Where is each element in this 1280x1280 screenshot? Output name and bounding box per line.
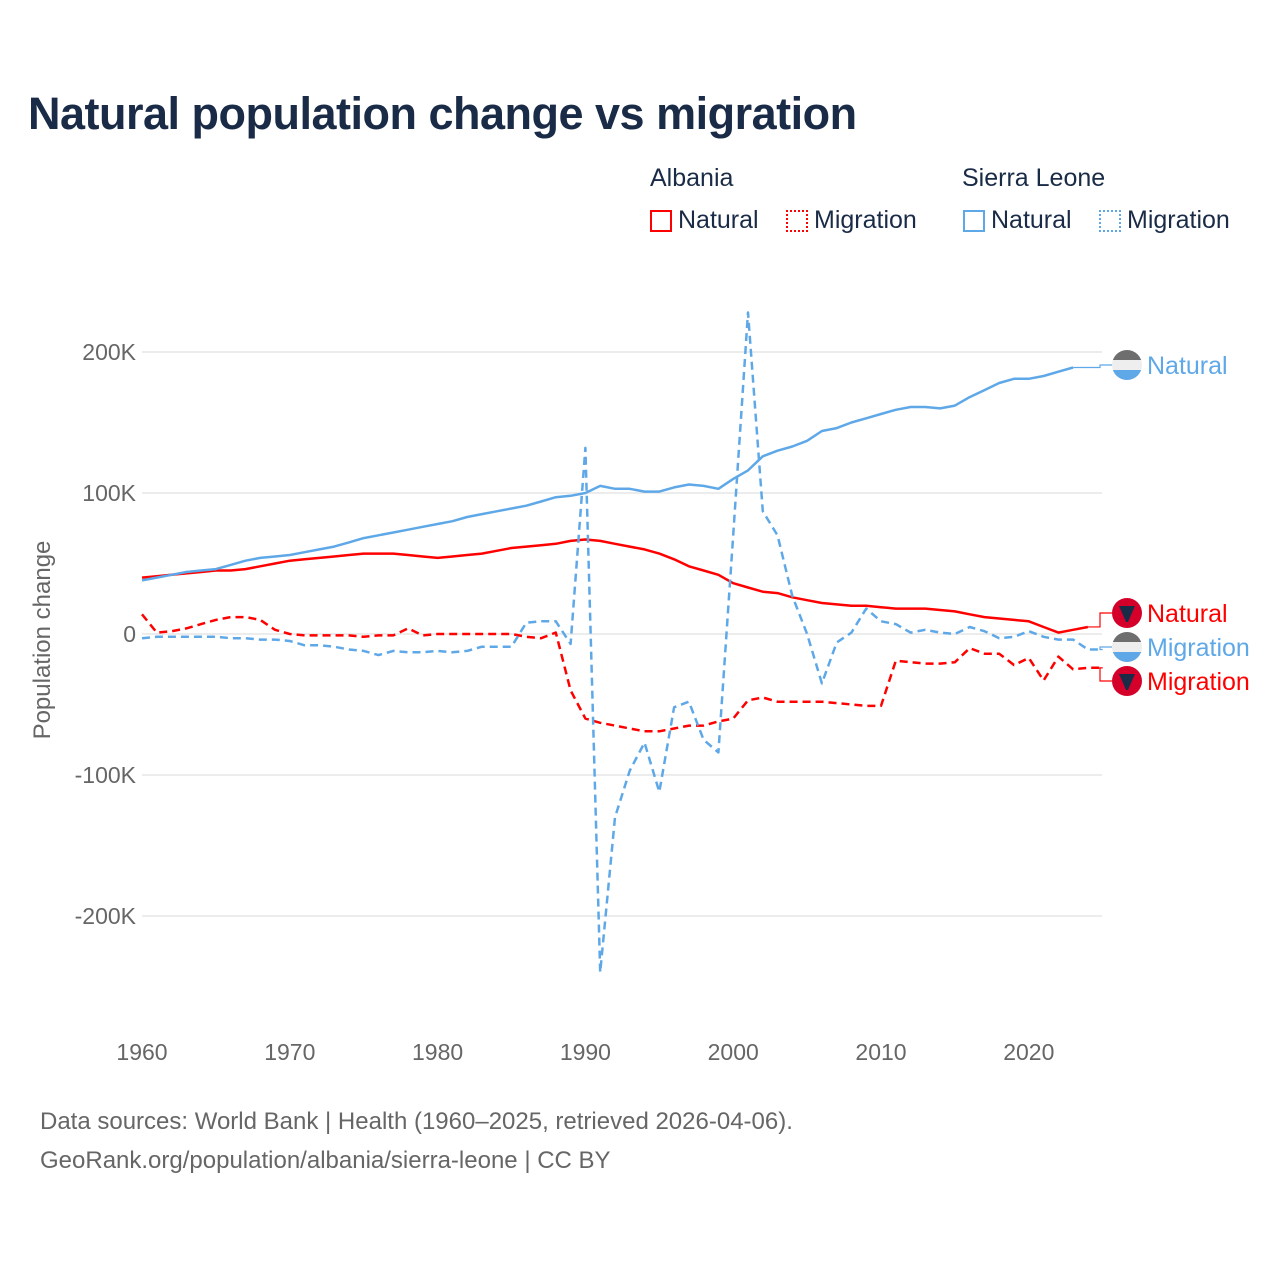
series-line-albania-migration [141, 613, 1103, 733]
chart-title: Natural population change vs migration [28, 88, 857, 139]
legend-swatch-dotted [786, 209, 808, 232]
series-line-sierra-leone-natural [141, 366, 1074, 582]
footer-attribution[interactable]: GeoRank.org/population/albania/sierra-le… [40, 1147, 611, 1174]
legend-sierra-migration[interactable]: Migration [1099, 206, 1230, 235]
x-tick-label: 1980 [412, 1039, 463, 1065]
y-tick-label: 0 [123, 621, 136, 647]
flag-stripe [1112, 360, 1142, 370]
flag-stripe [1112, 642, 1142, 652]
albania-flag-icon [1112, 598, 1142, 628]
x-tick-label: 2010 [855, 1039, 906, 1065]
x-tick-label: 2020 [1003, 1039, 1054, 1065]
y-axis-label: Population change [29, 541, 56, 740]
label-connector [1087, 612, 1112, 628]
sierra-leone-flag-icon [1112, 350, 1142, 380]
y-tick-label: -200K [75, 903, 137, 929]
label-connector [1099, 646, 1112, 651]
legend-label: Migration [814, 206, 917, 234]
y-tick-label: -100K [75, 762, 137, 788]
y-tick-label: 200K [82, 339, 136, 365]
flag-stripe [1112, 652, 1142, 662]
y-tick-label: 100K [82, 480, 136, 506]
flag-stripe [1112, 632, 1142, 642]
albania-flag-icon [1112, 666, 1142, 696]
legend-sierra-natural[interactable]: Natural [963, 206, 1072, 235]
series-line-albania-natural [141, 538, 1089, 634]
legend-group-albania: Albania [650, 164, 734, 192]
flag-eagle [1119, 674, 1135, 690]
legend-swatch-solid [963, 209, 985, 232]
label-connector [1099, 667, 1112, 682]
series-end-label: Natural [1147, 352, 1228, 380]
x-tick-label: 2000 [708, 1039, 759, 1065]
flag-stripe [1112, 370, 1142, 380]
legend-label: Natural [678, 206, 759, 234]
legend-albania-natural[interactable]: Natural [650, 206, 759, 235]
legend-albania-migration[interactable]: Migration [786, 206, 917, 235]
legend-group-sierra-leone: Sierra Leone [962, 164, 1106, 192]
legend-swatch-solid [650, 209, 672, 232]
sierra-leone-flag-icon [1112, 632, 1142, 662]
flag-stripe [1112, 350, 1142, 360]
series-end-label: Migration [1147, 634, 1250, 662]
footer-sources: Data sources: World Bank | Health (1960–… [40, 1108, 793, 1135]
x-tick-label: 1960 [116, 1039, 167, 1065]
series-line-sierra-leone-migration [141, 311, 1103, 974]
legend-label: Natural [991, 206, 1072, 234]
flag-eagle [1119, 606, 1135, 622]
legend-swatch-dotted [1099, 209, 1121, 232]
series-end-label: Natural [1147, 600, 1228, 628]
series-end-label: Migration [1147, 668, 1250, 696]
x-tick-label: 1970 [264, 1039, 315, 1065]
label-connector [1073, 364, 1112, 369]
legend-label: Migration [1127, 206, 1230, 234]
x-tick-label: 1990 [560, 1039, 611, 1065]
